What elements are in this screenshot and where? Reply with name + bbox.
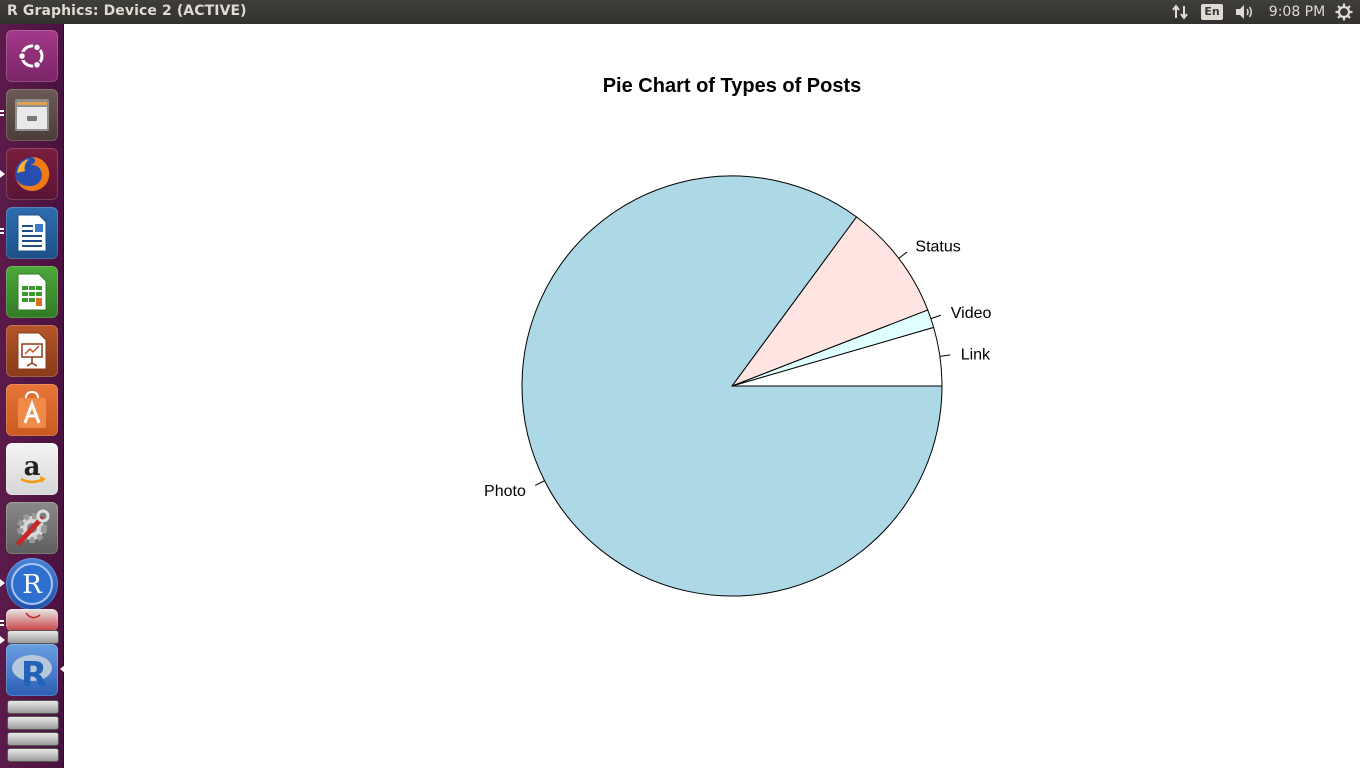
evince-icon[interactable] xyxy=(6,609,58,631)
focused-indicator xyxy=(60,665,65,673)
amazon-icon[interactable]: a xyxy=(6,443,58,495)
launcher-stack-item xyxy=(7,748,59,762)
launcher-stack-item xyxy=(7,716,59,730)
network-updown-icon[interactable] xyxy=(1170,0,1190,24)
svg-text:R: R xyxy=(21,655,47,692)
writer-icon[interactable] xyxy=(6,207,58,259)
plot-area: Pie Chart of Types of Posts Link Video Sta… xyxy=(65,24,1360,768)
firefox-icon[interactable] xyxy=(6,148,58,200)
svg-text:R: R xyxy=(22,570,43,600)
pie-label-link: Link xyxy=(961,346,991,363)
keyboard-layout-label: En xyxy=(1201,4,1223,20)
r-icon[interactable]: R xyxy=(6,558,58,610)
software-center-icon[interactable] xyxy=(6,384,58,436)
running-indicator xyxy=(0,636,5,644)
running-indicator xyxy=(0,620,4,628)
pie-label-video: Video xyxy=(951,305,992,322)
rstudio-icon[interactable]: R xyxy=(6,644,58,696)
pie-label-tick xyxy=(534,480,545,486)
files-icon[interactable] xyxy=(6,89,58,141)
session-gear-icon[interactable] xyxy=(1334,0,1354,24)
impress-icon[interactable] xyxy=(6,325,58,377)
system-settings-icon[interactable] xyxy=(6,502,58,554)
running-indicator xyxy=(0,170,5,178)
keyboard-layout-indicator[interactable]: En xyxy=(1201,0,1223,24)
window-title: R Graphics: Device 2 (ACTIVE) xyxy=(7,3,247,19)
launcher-stack-item xyxy=(7,630,59,644)
calc-icon[interactable] xyxy=(6,266,58,318)
pie-label-photo: Photo xyxy=(484,483,526,500)
trash-icon[interactable] xyxy=(7,700,59,714)
running-indicator xyxy=(0,110,4,118)
pie-label-tick xyxy=(898,251,908,259)
clock[interactable]: 9:08 PM xyxy=(1268,4,1326,20)
pie-chart: Link Video Status Photo xyxy=(484,175,992,597)
chart-title: Pie Chart of Types of Posts xyxy=(602,75,862,97)
running-indicator xyxy=(0,228,4,236)
ubuntu-dash-icon[interactable] xyxy=(6,30,58,82)
pie-slice-photo xyxy=(521,175,943,597)
launcher: a R R xyxy=(0,24,65,768)
pie-label-status: Status xyxy=(915,239,960,256)
pie-label-tick xyxy=(930,314,941,320)
svg-text:a: a xyxy=(24,452,41,482)
pie-label-tick xyxy=(939,354,951,357)
launcher-stack-item xyxy=(7,732,59,746)
running-indicator xyxy=(0,579,5,587)
sound-icon[interactable] xyxy=(1232,0,1256,24)
top-panel: R Graphics: Device 2 (ACTIVE) En 9:08 PM xyxy=(0,0,1360,24)
